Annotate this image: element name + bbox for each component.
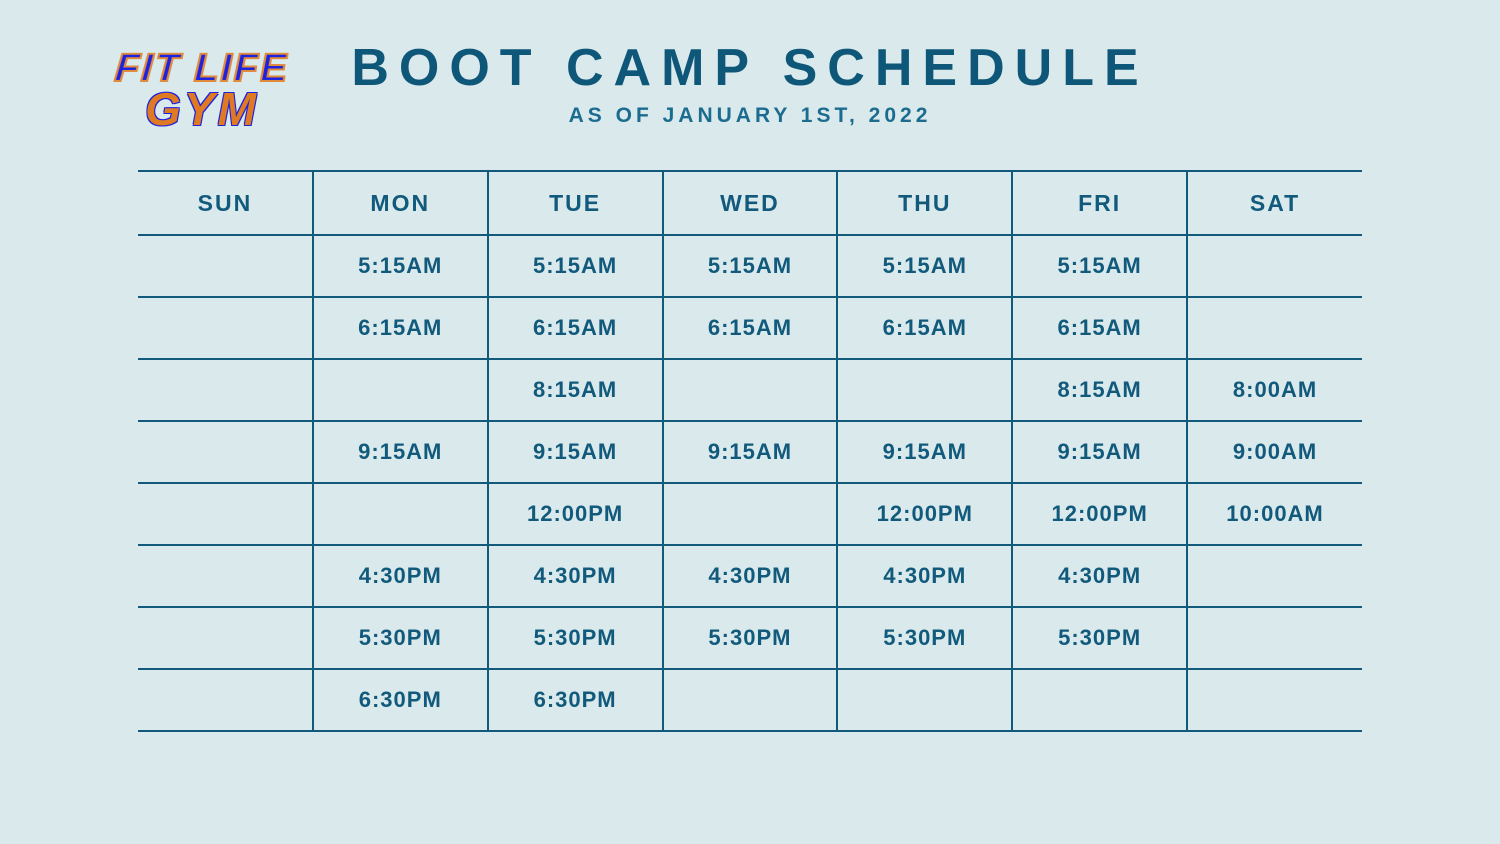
schedule-cell-tue-5: 4:30PM: [488, 545, 663, 607]
schedule-cell-wed-3: 9:15AM: [663, 421, 838, 483]
schedule-row-0: 5:15AM 5:15AM 5:15AM 5:15AM 5:15AM: [138, 235, 1362, 297]
schedule-row-4: 12:00PM 12:00PM 12:00PM 10:00AM: [138, 483, 1362, 545]
schedule-cell-thu-5: 4:30PM: [837, 545, 1012, 607]
schedule-cell-mon-1: 6:15AM: [313, 297, 488, 359]
schedule-cell-mon-3: 9:15AM: [313, 421, 488, 483]
schedule-cell-sun-1: [138, 297, 313, 359]
schedule-cell-sun-6: [138, 607, 313, 669]
day-header-tue: TUE: [488, 171, 663, 235]
schedule-cell-thu-6: 5:30PM: [837, 607, 1012, 669]
schedule-cell-wed-6: 5:30PM: [663, 607, 838, 669]
schedule-cell-sat-7: [1187, 669, 1362, 731]
schedule-cell-sun-3: [138, 421, 313, 483]
schedule-row-7: 6:30PM 6:30PM: [138, 669, 1362, 731]
schedule-cell-mon-7: 6:30PM: [313, 669, 488, 731]
schedule-row-6: 5:30PM 5:30PM 5:30PM 5:30PM 5:30PM: [138, 607, 1362, 669]
schedule-cell-fri-4: 12:00PM: [1012, 483, 1187, 545]
schedule-cell-sat-2: 8:00AM: [1187, 359, 1362, 421]
schedule-cell-wed-5: 4:30PM: [663, 545, 838, 607]
schedule-cell-sat-4: 10:00AM: [1187, 483, 1362, 545]
schedule-cell-thu-2: [837, 359, 1012, 421]
schedule-cell-mon-4: [313, 483, 488, 545]
schedule-cell-sun-7: [138, 669, 313, 731]
schedule-body: 5:15AM 5:15AM 5:15AM 5:15AM 5:15AM 6:15AM 6:15…: [138, 235, 1362, 731]
schedule-cell-tue-1: 6:15AM: [488, 297, 663, 359]
schedule-cell-sun-2: [138, 359, 313, 421]
day-header-wed: WED: [663, 171, 838, 235]
schedule-row-2: 8:15AM 8:15AM 8:00AM: [138, 359, 1362, 421]
schedule-cell-fri-7: [1012, 669, 1187, 731]
schedule-cell-tue-2: 8:15AM: [488, 359, 663, 421]
boot-camp-schedule-table: SUN MON TUE WED THU FRI SAT 5:15AM 5:15AM…: [138, 170, 1362, 732]
schedule-cell-tue-7: 6:30PM: [488, 669, 663, 731]
schedule-cell-mon-6: 5:30PM: [313, 607, 488, 669]
schedule-cell-sat-5: [1187, 545, 1362, 607]
page-subtitle: AS OF JANUARY 1ST, 2022: [0, 104, 1500, 128]
schedule-cell-sun-5: [138, 545, 313, 607]
schedule-cell-mon-0: 5:15AM: [313, 235, 488, 297]
schedule-cell-fri-0: 5:15AM: [1012, 235, 1187, 297]
schedule-cell-thu-1: 6:15AM: [837, 297, 1012, 359]
schedule-cell-fri-1: 6:15AM: [1012, 297, 1187, 359]
day-header-fri: FRI: [1012, 171, 1187, 235]
schedule-row-3: 9:15AM 9:15AM 9:15AM 9:15AM 9:15AM 9:00AM: [138, 421, 1362, 483]
schedule-cell-fri-6: 5:30PM: [1012, 607, 1187, 669]
day-header-sat: SAT: [1187, 171, 1362, 235]
schedule-cell-sat-1: [1187, 297, 1362, 359]
schedule-cell-sat-0: [1187, 235, 1362, 297]
schedule-cell-sun-4: [138, 483, 313, 545]
schedule-cell-thu-0: 5:15AM: [837, 235, 1012, 297]
schedule-cell-fri-5: 4:30PM: [1012, 545, 1187, 607]
schedule-cell-wed-1: 6:15AM: [663, 297, 838, 359]
schedule-cell-sun-0: [138, 235, 313, 297]
schedule-row-1: 6:15AM 6:15AM 6:15AM 6:15AM 6:15AM: [138, 297, 1362, 359]
schedule-cell-fri-2: 8:15AM: [1012, 359, 1187, 421]
schedule-cell-mon-5: 4:30PM: [313, 545, 488, 607]
schedule-cell-wed-0: 5:15AM: [663, 235, 838, 297]
schedule-cell-wed-2: [663, 359, 838, 421]
schedule-cell-tue-0: 5:15AM: [488, 235, 663, 297]
day-header-mon: MON: [313, 171, 488, 235]
schedule-cell-wed-4: [663, 483, 838, 545]
schedule-cell-tue-6: 5:30PM: [488, 607, 663, 669]
schedule-cell-thu-7: [837, 669, 1012, 731]
page-title: BOOT CAMP SCHEDULE: [0, 38, 1500, 98]
schedule-cell-sat-3: 9:00AM: [1187, 421, 1362, 483]
schedule-cell-tue-4: 12:00PM: [488, 483, 663, 545]
schedule-cell-fri-3: 9:15AM: [1012, 421, 1187, 483]
schedule-cell-sat-6: [1187, 607, 1362, 669]
schedule-row-5: 4:30PM 4:30PM 4:30PM 4:30PM 4:30PM: [138, 545, 1362, 607]
day-header-thu: THU: [837, 171, 1012, 235]
schedule-page: FIT LIFE GYM BOOT CAMP SCHEDULE AS OF JA…: [0, 0, 1500, 844]
title-block: BOOT CAMP SCHEDULE AS OF JANUARY 1ST, 20…: [0, 38, 1500, 128]
schedule-cell-mon-2: [313, 359, 488, 421]
schedule-cell-thu-4: 12:00PM: [837, 483, 1012, 545]
day-header-sun: SUN: [138, 171, 313, 235]
schedule-cell-thu-3: 9:15AM: [837, 421, 1012, 483]
schedule-cell-tue-3: 9:15AM: [488, 421, 663, 483]
table-header-row: SUN MON TUE WED THU FRI SAT: [138, 171, 1362, 235]
schedule-cell-wed-7: [663, 669, 838, 731]
